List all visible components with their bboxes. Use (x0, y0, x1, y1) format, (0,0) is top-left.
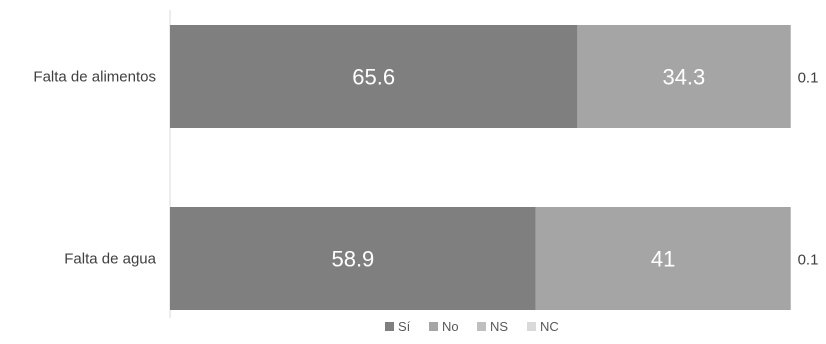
bar-segment-ns (790, 207, 791, 310)
legend-swatch (385, 322, 394, 331)
data-label: 0.1 (798, 70, 819, 87)
legend-label: Sí (398, 319, 411, 334)
bar-segment-ns (790, 25, 791, 128)
category-label: Falta de alimentos (33, 69, 156, 86)
data-label: 41 (651, 247, 675, 272)
category-label: Falta de agua (64, 251, 156, 268)
data-label: 58.9 (331, 247, 374, 272)
bar-segment-no (577, 25, 791, 128)
legend: Sí No NS NC (385, 319, 559, 334)
legend-swatch (527, 322, 536, 331)
legend-label: NS (490, 319, 508, 334)
legend-label: No (442, 319, 459, 334)
data-label: 0.1 (798, 252, 819, 269)
data-label: 65.6 (352, 65, 395, 90)
legend-swatch (477, 322, 486, 331)
legend-label: NC (540, 319, 559, 334)
data-label: 34.3 (662, 65, 705, 90)
bars-group: Falta de alimentos 65.6 34.3 0.1 Falta de ag… (33, 25, 818, 310)
bar-segment-sí (170, 207, 536, 310)
bar-segment-sí (170, 25, 578, 128)
legend-swatch (429, 322, 438, 331)
bar-segment-no (535, 207, 791, 310)
